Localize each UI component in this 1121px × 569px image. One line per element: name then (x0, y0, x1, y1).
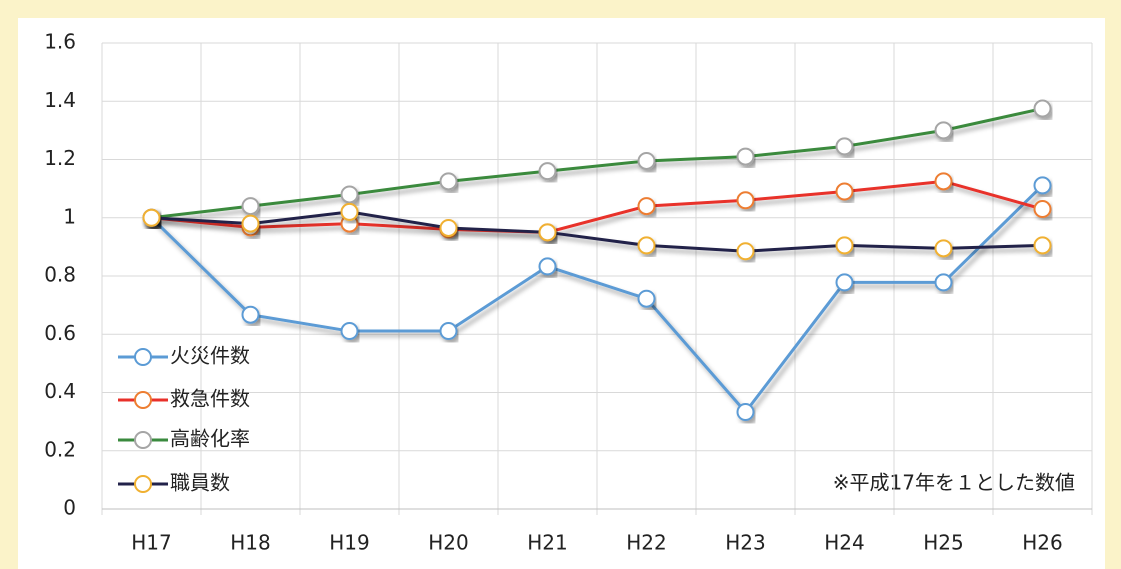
marker (142, 208, 161, 227)
marker (1033, 99, 1052, 118)
y-tick-label: 0.4 (44, 379, 76, 403)
marker (439, 218, 458, 237)
x-tick-label: H17 (131, 531, 172, 555)
legend-marker (134, 348, 152, 366)
x-tick-label: H20 (428, 531, 469, 555)
marker (637, 151, 656, 170)
series-line (151, 179, 1043, 234)
x-tick-label: H25 (923, 531, 964, 555)
marker (835, 273, 854, 292)
y-tick-label: 0.6 (44, 321, 76, 345)
series-line (151, 107, 1043, 220)
marker (241, 305, 260, 324)
marker (241, 197, 260, 216)
marker (340, 202, 359, 221)
marker (538, 223, 557, 242)
x-tick-label: H19 (329, 531, 370, 555)
y-tick-label: 1 (63, 204, 76, 228)
x-tick-label: H26 (1022, 531, 1063, 555)
marker (736, 147, 755, 166)
y-tick-label: 0.2 (44, 437, 76, 461)
x-tick-label: H21 (527, 531, 568, 555)
x-tick-label: H18 (230, 531, 271, 555)
legend-label: 救急件数 (170, 387, 250, 411)
marker (538, 257, 557, 276)
y-tick-label: 1.2 (44, 146, 76, 170)
marker (439, 322, 458, 341)
marker (340, 322, 359, 341)
marker (1033, 176, 1052, 195)
legend-label: 高齢化率 (170, 427, 250, 451)
marker (1033, 200, 1052, 219)
marker (637, 236, 656, 255)
marker (835, 182, 854, 201)
legend-label: 職員数 (170, 471, 230, 495)
y-tick-label: 0 (63, 496, 76, 520)
y-tick-label: 1.4 (44, 88, 76, 112)
x-tick-label: H24 (824, 531, 865, 555)
marker (340, 185, 359, 204)
annotation: ※平成17年を１とした数値 (833, 471, 1075, 495)
marker (934, 121, 953, 140)
marker (736, 403, 755, 422)
marker (835, 137, 854, 156)
series-line (150, 184, 1044, 415)
legend-marker (134, 475, 152, 493)
marker (1033, 236, 1052, 255)
marker (934, 273, 953, 292)
legend-marker (134, 391, 152, 409)
marker (835, 236, 854, 255)
marker (241, 214, 260, 233)
series (142, 99, 1052, 227)
series (142, 202, 1052, 261)
marker (934, 239, 953, 258)
marker (538, 162, 557, 181)
y-tick-label: 1.6 (44, 30, 76, 54)
series (142, 176, 1052, 422)
marker (736, 191, 755, 210)
marker (637, 197, 656, 216)
chart-panel (18, 18, 1105, 569)
legend-marker (134, 431, 152, 449)
y-tick-label: 0.8 (44, 263, 76, 287)
marker (637, 289, 656, 308)
marker (934, 172, 953, 191)
x-tick-label: H23 (725, 531, 766, 555)
marker (439, 172, 458, 191)
series-line (151, 210, 1043, 253)
x-tick-label: H22 (626, 531, 667, 555)
marker (736, 242, 755, 261)
legend-label: 火災件数 (170, 344, 250, 368)
